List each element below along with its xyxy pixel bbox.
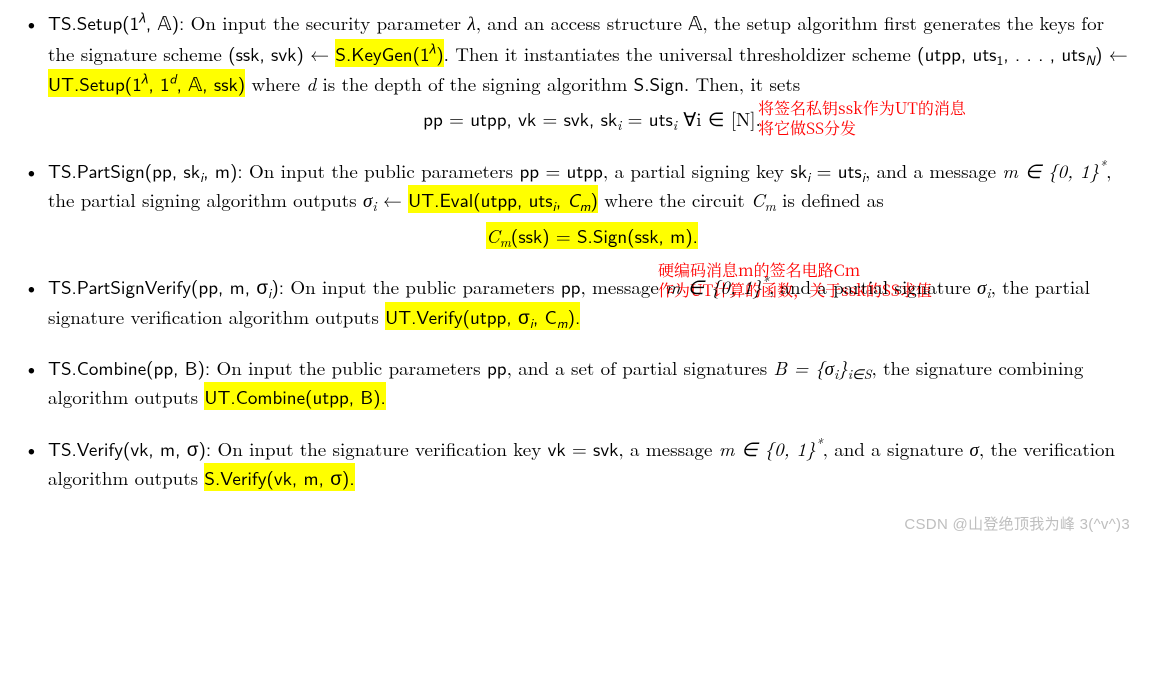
setup-text-4: . Then it instantiates the universal thr… [444,40,918,67]
hl-uteval: UT.Eval(utpp, utsi, Cm) [408,185,598,213]
partsign-text-2: , a partial signing key [603,157,791,184]
item-partsignverify: TS.PartSignVerify(pp, m, σi): On input t… [18,272,1136,331]
hl-utcombine: UT.Combine(utpp, B). [204,382,385,410]
watermark: CSDN @山登绝顶我为峰 3(^v^)3 [904,513,1130,536]
ver-text-2: , a message [618,435,718,462]
hl-keygen: S.KeyGen(1λ) [335,39,443,67]
ver-vk: vk = svk [548,434,619,462]
setup-text-2: , and an access structure [476,9,689,36]
ver-m: m ∈ {0, 1}* [719,435,823,462]
arrow: ← [377,186,409,213]
sk-eq: ski = utsi [790,156,865,184]
cm: Cm [751,186,776,213]
sigma-i: σi [363,186,377,213]
m-set: m ∈ {0, 1}* [1002,157,1106,184]
partsign-text-5: where the circuit [598,186,751,213]
psv-pp: pp [561,272,581,300]
s-sign: S.Sign [634,69,684,97]
psv-text-1: On input the public parameters [290,273,560,300]
partsign-text-3: , and a message [865,157,1002,184]
psv-text-2: , message [580,273,665,300]
ver-text-3: , and a signature [823,435,970,462]
sym-lambda: λ [467,9,475,36]
partsign-text-1: On input the public parameters [249,157,519,184]
psv-m: m ∈ {0, 1}* [665,273,769,300]
head-partsignverify: TS.PartSignVerify(pp, m, σi): [48,272,290,300]
comb-text-1: On input the public parameters [216,354,486,381]
head-partsign: TS.PartSign(pp, ski, m): [48,156,249,184]
setup-text-1: On input the security parameter [191,9,468,36]
utpp-list: (utpp, uts1, . . . , utsN) ← [917,39,1128,67]
comb-B: B = {σi}i∈S [774,354,872,381]
algorithm-list: TS.Setup(1λ, 𝔸): On input the security p… [18,8,1136,493]
pp-eq: pp = utpp [519,156,602,184]
setup-text-6: is the depth of the signing algorithm [316,70,633,97]
item-verify: TS.Verify(vk, m, σ): On input the signat… [18,434,1136,493]
partsign-text-6: is defined as [776,186,884,213]
hl-sverify: S.Verify(vk, m, σ). [204,463,354,491]
annotation-1: 将签名私钥ssk作为UT的消息 将它做SS分发 [758,98,966,138]
partsign-equation: Cm(ssk) = S.Sign(ssk, m). [48,221,1136,250]
comb-text-2: , and a set of partial signatures [507,354,774,381]
setup-text-5: where [245,70,306,97]
setup-text-7: . Then, it sets [684,70,800,97]
sym-access: 𝔸 [688,14,702,35]
item-combine: TS.Combine(pp, B): On input the public p… [18,353,1136,412]
item-partsign: TS.PartSign(pp, ski, m): On input the pu… [18,156,1136,250]
comb-pp: pp [487,353,507,381]
hl-utverify: UT.Verify(utpp, σi, Cm). [385,302,580,330]
setup-equation: pp = utpp, vk = svk, ski = utsi ∀i ∈ [N]… [48,104,1136,133]
hl-utsetup: UT.Setup(1λ, 1d, 𝔸, ssk) [48,69,245,97]
ver-text-1: On input the signature verification key [217,435,547,462]
item-setup: TS.Setup(1λ, 𝔸): On input the security p… [18,8,1136,134]
ver-sigma: σ [969,435,978,462]
sym-d: d [306,70,316,97]
head-combine: TS.Combine(pp, B): [48,353,216,381]
head-setup: TS.Setup(1λ, 𝔸): [48,8,191,36]
head-verify: TS.Verify(vk, m, σ): [48,434,217,462]
ssk-svk: (ssk, svk) ← [228,39,335,67]
psv-sigma: σi [977,273,991,300]
psv-text-3: , and a partial signature [769,273,977,300]
